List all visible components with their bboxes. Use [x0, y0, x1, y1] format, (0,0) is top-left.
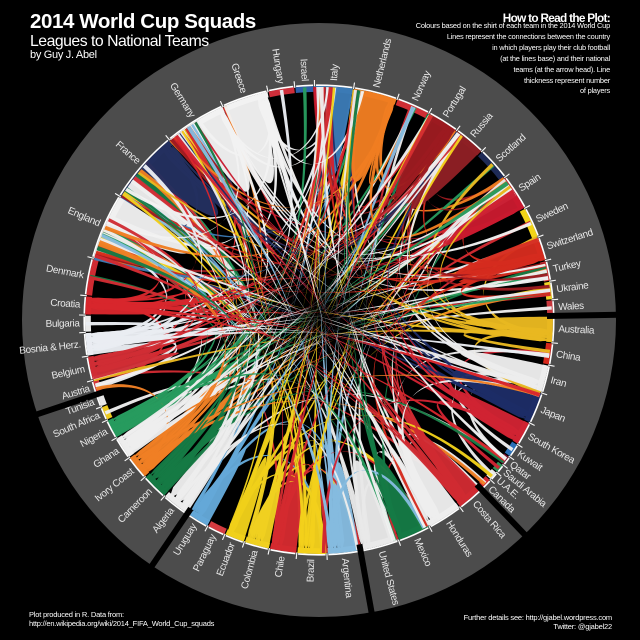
svg-text:China: China	[555, 349, 582, 364]
svg-text:Wales: Wales	[558, 301, 585, 313]
svg-text:Australia: Australia	[558, 324, 595, 336]
svg-text:Italy: Italy	[329, 64, 341, 82]
svg-text:Argentina: Argentina	[339, 558, 354, 599]
svg-text:Iran: Iran	[549, 375, 567, 390]
svg-text:Bulgaria: Bulgaria	[46, 318, 81, 330]
svg-text:Israel: Israel	[297, 58, 309, 81]
svg-text:Ukraine: Ukraine	[556, 280, 590, 295]
svg-text:Chile: Chile	[274, 555, 288, 578]
svg-text:Croatia: Croatia	[50, 298, 81, 311]
svg-text:Brazil: Brazil	[305, 559, 317, 582]
